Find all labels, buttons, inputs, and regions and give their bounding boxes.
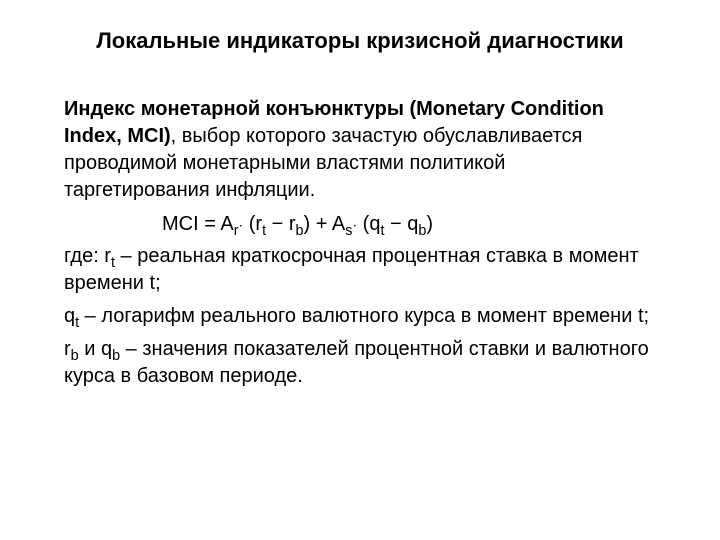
f-rhs: ) (426, 213, 433, 235)
def2: qt – логарифм реального валютного курса … (64, 303, 656, 330)
f-mid4: (q (357, 213, 380, 235)
def1-pre: где: r (64, 245, 111, 267)
def3-mid: и q (79, 338, 112, 360)
def3-pre1: r (64, 338, 71, 360)
def3-post: – значения показателей процентной ставки… (64, 338, 649, 387)
f-mid1: (r (243, 213, 262, 235)
def3-sub1: b (71, 348, 79, 364)
def3-sub2: b (112, 348, 120, 364)
def1-post: – реальная краткосрочная процентная став… (64, 245, 639, 294)
def2-pre: q (64, 305, 75, 327)
f-mid3: ) + A (304, 213, 346, 235)
f-sub3: b (296, 223, 304, 239)
f-lhs: MCI = A (162, 213, 234, 235)
lead-paragraph: Индекс монетарной конъюнктуры (Monetary … (64, 96, 656, 204)
f-mid2: − r (266, 213, 295, 235)
def2-post: – логарифм реального валютного курса в м… (79, 305, 649, 327)
def3: rb и qb – значения показателей процентно… (64, 336, 656, 390)
f-mid5: − q (384, 213, 418, 235)
page-title: Локальные индикаторы кризисной диагности… (64, 28, 656, 54)
formula: MCI = Ar· (rt − rb) + As· (qt − qb) (162, 210, 656, 239)
def1: где: rt – реальная краткосрочная процент… (64, 243, 656, 297)
